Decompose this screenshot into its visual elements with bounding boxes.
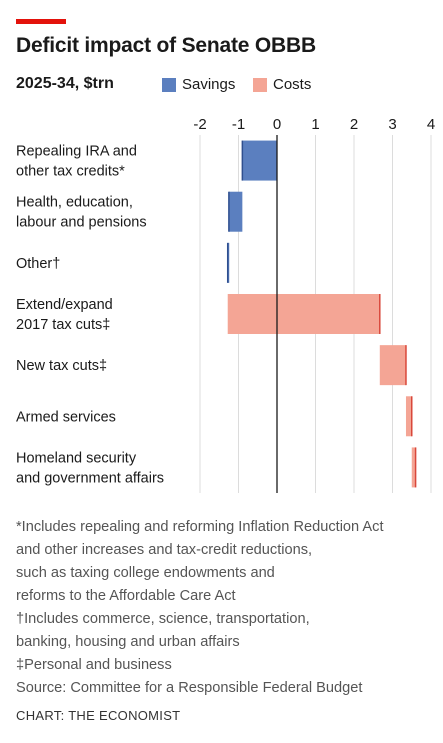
x-tick-label: 3	[388, 116, 396, 133]
source-line: Source: Committee for a Responsible Fede…	[16, 680, 363, 696]
legend-swatch-costs	[253, 77, 267, 92]
footnote-line: ‡Personal and business	[16, 657, 172, 673]
bar-savings	[242, 140, 277, 181]
x-tick-label: 2	[350, 116, 358, 133]
legend-label-savings: Savings	[182, 76, 236, 93]
footnote-line: †Includes commerce, science, transportat…	[16, 611, 310, 627]
legend-swatch-savings	[162, 77, 176, 92]
category-label: 2017 tax cuts‡	[16, 317, 110, 333]
chart-credit: CHART: THE ECONOMIST	[16, 708, 181, 723]
category-label: Repealing IRA and	[16, 144, 137, 160]
category-label: New tax cuts‡	[16, 358, 107, 374]
category-label: Other†	[16, 256, 60, 272]
chart-subtitle: 2025-34, $trn	[16, 75, 114, 92]
x-tick-label: 1	[311, 116, 319, 133]
category-label: other tax credits*	[16, 164, 125, 180]
category-label: Homeland security	[16, 450, 137, 466]
footnotes: *Includes repealing and reforming Inflat…	[16, 516, 384, 700]
bar-costs	[379, 345, 406, 386]
x-tick-label: -2	[193, 116, 206, 133]
x-tick-label: 0	[273, 116, 281, 133]
category-label: labour and pensions	[16, 215, 147, 231]
footnote-line: *Includes repealing and reforming Inflat…	[16, 519, 384, 535]
legend-label-costs: Costs	[273, 76, 312, 93]
bar-savings	[228, 191, 243, 232]
bar-costs	[405, 396, 412, 437]
legend-item-costs: Costs	[253, 76, 311, 93]
legend-item-savings: Savings	[162, 76, 235, 93]
footnote-line: banking, housing and urban affairs	[16, 634, 240, 650]
x-tick-label: -1	[232, 116, 245, 133]
footnote-line: and other increases and tax-credit reduc…	[16, 542, 313, 558]
accent-bar	[16, 19, 66, 24]
bar-costs	[411, 447, 416, 488]
category-label: and government affairs	[16, 470, 164, 486]
category-label: Extend/expand	[16, 297, 113, 313]
chart-title: Deficit impact of Senate OBBB	[16, 34, 316, 57]
category-label: Armed services	[16, 409, 116, 425]
waterfall-chart: -2 -1 0 1 2 3 4 Repealing IRA and other tax cred…	[16, 116, 435, 493]
category-label: Health, education,	[16, 195, 133, 211]
footnote-line: reforms to the Affordable Care Act	[16, 588, 236, 604]
bar-costs	[227, 294, 380, 334]
footnote-line: such as taxing college endowments and	[16, 565, 275, 581]
x-tick-label: 4	[427, 116, 435, 133]
